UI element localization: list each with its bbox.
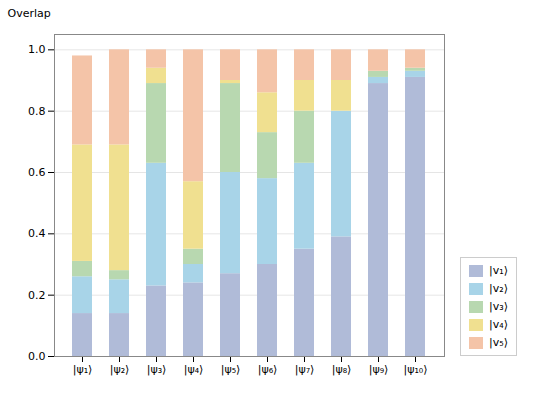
html-text:|v₂⟩: |v₂⟩ xyxy=(489,282,508,295)
svg-text:1.0: 1.0 xyxy=(28,43,46,56)
svg-text:|ψ₈⟩: |ψ₈⟩ xyxy=(332,363,352,376)
svg-text:0.8: 0.8 xyxy=(28,105,46,118)
svg-text:|ψ₉⟩: |ψ₉⟩ xyxy=(369,363,389,376)
svg-text:|ψ₇⟩: |ψ₇⟩ xyxy=(295,363,315,376)
svg-text:|ψ₁₀⟩: |ψ₁₀⟩ xyxy=(403,363,427,376)
svg-text:0.0: 0.0 xyxy=(28,350,46,363)
svg-text:|ψ₄⟩: |ψ₄⟩ xyxy=(184,363,204,376)
svg-text:0.4: 0.4 xyxy=(28,227,46,240)
svg-text:Overlap: Overlap xyxy=(8,7,51,20)
svg-text:|ψ₁⟩: |ψ₁⟩ xyxy=(73,363,93,376)
svg-text:|ψ₂⟩: |ψ₂⟩ xyxy=(110,363,130,376)
html-text:|v₃⟩: |v₃⟩ xyxy=(489,300,508,313)
html-text:|v₄⟩: |v₄⟩ xyxy=(489,318,508,331)
html-text:|v₅⟩: |v₅⟩ xyxy=(489,336,508,349)
svg-text:|ψ₅⟩: |ψ₅⟩ xyxy=(221,363,241,376)
svg-text:0.6: 0.6 xyxy=(28,166,46,179)
svg-text:|ψ₃⟩: |ψ₃⟩ xyxy=(147,363,167,376)
svg-text:0.2: 0.2 xyxy=(28,289,46,302)
html-text:|v₁⟩: |v₁⟩ xyxy=(489,264,508,277)
svg-text:|ψ₆⟩: |ψ₆⟩ xyxy=(258,363,278,376)
